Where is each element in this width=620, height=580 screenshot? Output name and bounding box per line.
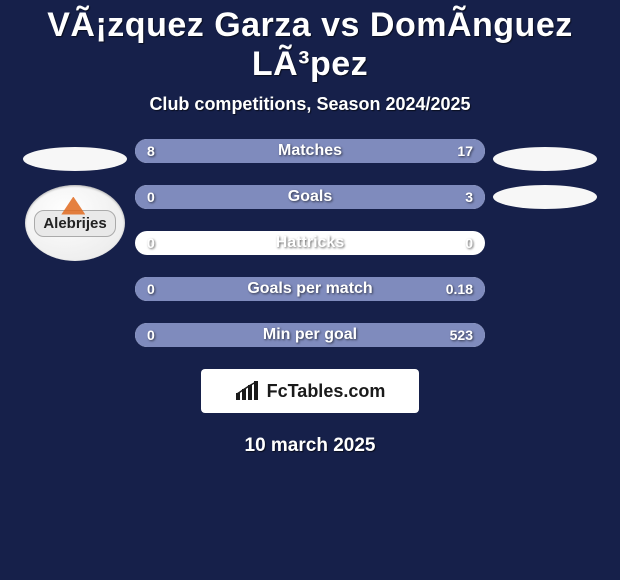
stat-bar-right-fill [135,323,485,347]
brand-bars-icon [235,381,259,401]
stat-bar: 03Goals [135,185,485,209]
stat-bar: 00.18Goals per match [135,277,485,301]
stat-bar-left-fill [135,139,247,163]
right-player-blank-badge [493,147,597,171]
left-player-blank-badge [23,147,127,171]
stat-bar: 0523Min per goal [135,323,485,347]
stat-bar-right-fill [135,277,485,301]
stat-bar: 817Matches [135,139,485,163]
brand-text: FcTables.com [267,381,386,402]
stat-bar-right-fill [135,185,485,209]
stat-bars: 817Matches 03Goals 0 0Hattricks 00.18Goals p… [135,139,485,347]
page-title: VÃ¡zquez Garza vs DomÃ­nguez LÃ³pez [0,6,620,84]
stat-label: Hattricks [135,231,485,255]
subtitle: Club competitions, Season 2024/2025 [0,94,620,115]
date-text: 10 march 2025 [0,435,620,457]
main-row: Alebrijes 817Matches 03Goals 0 0Hattricks 00… [0,139,620,347]
right-club-blank-badge [493,185,597,209]
right-player-column [485,139,605,209]
stat-bar-right-fill [247,139,485,163]
brand-box: FcTables.com [201,369,419,413]
left-club-label: Alebrijes [34,210,115,237]
comparison-card: VÃ¡zquez Garza vs DomÃ­nguez LÃ³pez Club… [0,0,620,457]
stat-value-left: 0 [147,231,155,255]
left-club-logo: Alebrijes [25,185,125,261]
stat-bar: 0 0Hattricks [135,231,485,255]
stat-value-right: 0 [465,231,473,255]
left-player-column: Alebrijes [15,139,135,261]
